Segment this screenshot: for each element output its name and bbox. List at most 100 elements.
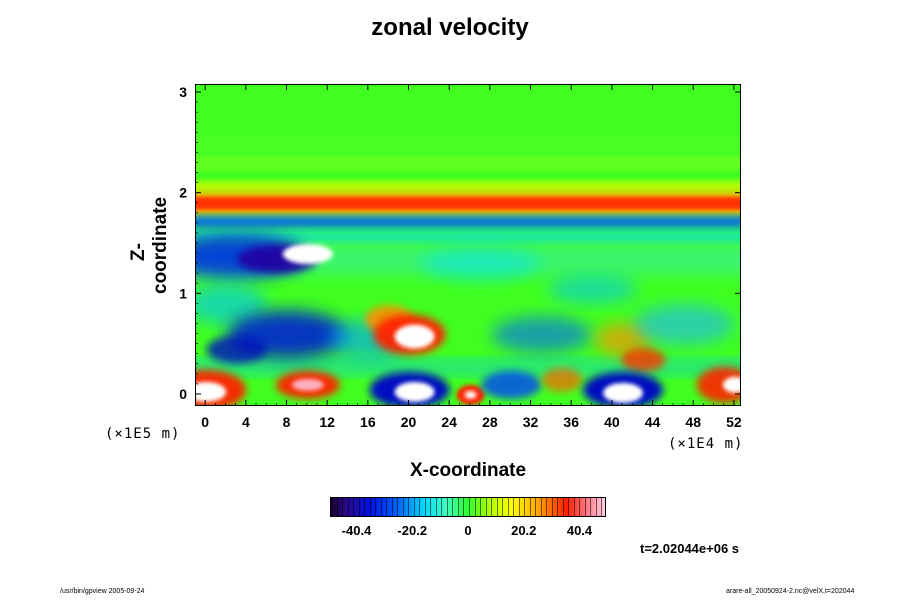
colorbar-minor-tick bbox=[430, 498, 432, 516]
colorbar-minor-tick bbox=[480, 498, 482, 516]
colorbar-minor-tick bbox=[457, 498, 459, 516]
x-tick-label: 4 bbox=[242, 414, 250, 430]
colorbar-minor-tick bbox=[502, 498, 504, 516]
y-unit-label: (×1E5 m) bbox=[105, 426, 181, 442]
field-blob bbox=[621, 347, 666, 372]
colorbar-minor-tick bbox=[386, 498, 388, 516]
colorbar-minor-tick bbox=[601, 498, 603, 516]
colorbar-ticks bbox=[331, 498, 605, 516]
colorbar-minor-tick bbox=[562, 498, 564, 516]
colorbar-minor-tick bbox=[485, 498, 487, 516]
x-tick-label: 48 bbox=[685, 414, 701, 430]
x-tick-label: 36 bbox=[563, 414, 579, 430]
colorbar-minor-tick bbox=[507, 498, 509, 516]
colorbar-minor-tick bbox=[584, 498, 586, 516]
field-band bbox=[196, 181, 740, 192]
field-blob bbox=[420, 248, 541, 281]
y-tick-label: 1 bbox=[179, 285, 187, 301]
colorbar-minor-tick bbox=[518, 498, 520, 516]
colorbar-minor-tick bbox=[369, 498, 371, 516]
field-blob bbox=[394, 381, 435, 402]
x-tick-label: 44 bbox=[645, 414, 661, 430]
field-blob bbox=[634, 304, 735, 345]
field-blob bbox=[603, 382, 644, 403]
colorbar-tick-label: -40.4 bbox=[342, 523, 372, 538]
field-blob bbox=[196, 284, 267, 325]
field-blob bbox=[595, 323, 652, 356]
colorbar-minor-tick bbox=[347, 498, 349, 516]
x-unit-label: (×1E4 m) bbox=[668, 436, 744, 452]
colorbar-minor-tick bbox=[579, 498, 581, 516]
colorbar bbox=[330, 497, 606, 517]
plot-area bbox=[195, 84, 741, 406]
colorbar-tick-label: 0 bbox=[464, 523, 471, 538]
chart-title: zonal velocity bbox=[371, 14, 529, 41]
colorbar-minor-tick bbox=[551, 498, 553, 516]
x-tick-label: 20 bbox=[401, 414, 417, 430]
x-tick-label: 16 bbox=[360, 414, 376, 430]
colorbar-minor-tick bbox=[424, 498, 426, 516]
colorbar-minor-tick bbox=[413, 498, 415, 516]
colorbar-minor-tick bbox=[364, 498, 366, 516]
field-blob bbox=[542, 367, 583, 392]
colorbar-minor-tick bbox=[358, 498, 360, 516]
colorbar-minor-tick bbox=[546, 498, 548, 516]
field-band bbox=[196, 138, 740, 149]
colorbar-minor-tick bbox=[452, 498, 454, 516]
y-tick-label: 2 bbox=[179, 185, 187, 201]
colorbar-minor-tick bbox=[524, 498, 526, 516]
colorbar-minor-tick bbox=[380, 498, 382, 516]
x-tick-label: 52 bbox=[726, 414, 742, 430]
colorbar-minor-tick bbox=[419, 498, 421, 516]
velocity-field bbox=[196, 85, 740, 405]
field-blob bbox=[206, 335, 267, 364]
x-axis-label: X-coordinate bbox=[409, 460, 527, 481]
colorbar-minor-tick bbox=[491, 498, 493, 516]
x-tick-label: 8 bbox=[283, 414, 291, 430]
x-tick-label: 0 bbox=[201, 414, 209, 430]
colorbar-minor-tick bbox=[573, 498, 575, 516]
x-tick-label: 12 bbox=[319, 414, 335, 430]
colorbar-minor-tick bbox=[397, 498, 399, 516]
colorbar-minor-tick bbox=[590, 498, 592, 516]
field-blob bbox=[696, 366, 740, 403]
colorbar-minor-tick bbox=[375, 498, 377, 516]
colorbar-minor-tick bbox=[535, 498, 537, 516]
field-band bbox=[196, 158, 740, 169]
colorbar-tick-label: -20.2 bbox=[397, 523, 427, 538]
colorbar-minor-tick bbox=[568, 498, 570, 516]
time-label: t=2.02044e+06 s bbox=[640, 541, 740, 556]
y-tick-label: 0 bbox=[179, 386, 187, 402]
y-tick-label: 3 bbox=[179, 84, 187, 100]
field-blob bbox=[464, 390, 477, 399]
field-blob bbox=[481, 370, 542, 399]
x-tick-label: 32 bbox=[523, 414, 539, 430]
colorbar-minor-tick bbox=[446, 498, 448, 516]
colorbar-tick-label: 20.2 bbox=[511, 523, 536, 538]
colorbar-minor-tick bbox=[595, 498, 597, 516]
field-band bbox=[196, 215, 740, 228]
colorbar-minor-tick bbox=[513, 498, 515, 516]
field-blob bbox=[491, 316, 592, 353]
field-blob bbox=[547, 275, 638, 304]
field-band bbox=[196, 229, 740, 242]
field-blob bbox=[722, 376, 740, 393]
colorbar-minor-tick bbox=[353, 498, 355, 516]
field-blob bbox=[291, 378, 324, 391]
footer-source: arare-all_20050924-2.nc@velX,t=202044 bbox=[726, 588, 855, 595]
colorbar-minor-tick bbox=[529, 498, 531, 516]
field-blob bbox=[282, 244, 333, 265]
colorbar-minor-tick bbox=[463, 498, 465, 516]
field-blob bbox=[196, 381, 227, 402]
colorbar-minor-tick bbox=[408, 498, 410, 516]
field-band bbox=[196, 359, 740, 375]
colorbar-minor-tick bbox=[391, 498, 393, 516]
colorbar-minor-tick bbox=[435, 498, 437, 516]
colorbar-minor-tick bbox=[496, 498, 498, 516]
colorbar-minor-tick bbox=[469, 498, 470, 516]
colorbar-tick-label: 40.4 bbox=[567, 523, 593, 538]
x-tick-label: 24 bbox=[441, 414, 457, 430]
colorbar-minor-tick bbox=[441, 498, 443, 516]
